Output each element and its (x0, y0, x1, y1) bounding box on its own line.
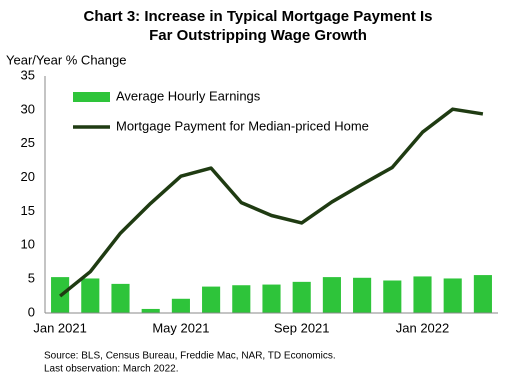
legend-label: Mortgage Payment for Median-priced Home (116, 118, 369, 133)
bar (81, 278, 100, 313)
y-tick-label: 10 (21, 237, 35, 252)
x-tick-label: Jan 2022 (396, 320, 450, 335)
bar (262, 284, 281, 313)
bar (443, 278, 462, 313)
source-note: Last observation: March 2022. (44, 364, 179, 375)
y-tick-label: 35 (21, 67, 35, 82)
y-tick-label: 20 (21, 169, 35, 184)
y-tick-label: 15 (21, 203, 35, 218)
bar (413, 276, 432, 313)
bar (383, 280, 402, 313)
bar (111, 283, 130, 313)
x-tick-label: May 2021 (152, 320, 209, 335)
y-tick-label: 0 (28, 304, 35, 319)
bar (353, 277, 372, 313)
bar (171, 298, 190, 313)
y-tick-label: 5 (28, 271, 35, 286)
bar (322, 277, 341, 313)
legend-swatch (73, 92, 110, 102)
bar (232, 285, 251, 313)
x-tick-label: Jan 2021 (33, 320, 87, 335)
legend-label: Average Hourly Earnings (116, 88, 261, 103)
bar (141, 308, 160, 313)
y-tick-label: 30 (21, 101, 35, 116)
y-tick-label: 25 (21, 135, 35, 150)
bar (292, 281, 311, 313)
source-note: Source: BLS, Census Bureau, Freddie Mac,… (44, 351, 336, 362)
y-axis-label: Year/Year % Change (6, 52, 126, 67)
bar (202, 286, 221, 313)
chart-title: Far Outstripping Wage Growth (149, 27, 367, 44)
line (59, 107, 484, 298)
chart-title: Chart 3: Increase in Typical Mortgage Pa… (84, 8, 433, 25)
x-tick-label: Sep 2021 (274, 320, 330, 335)
bar (473, 275, 492, 313)
